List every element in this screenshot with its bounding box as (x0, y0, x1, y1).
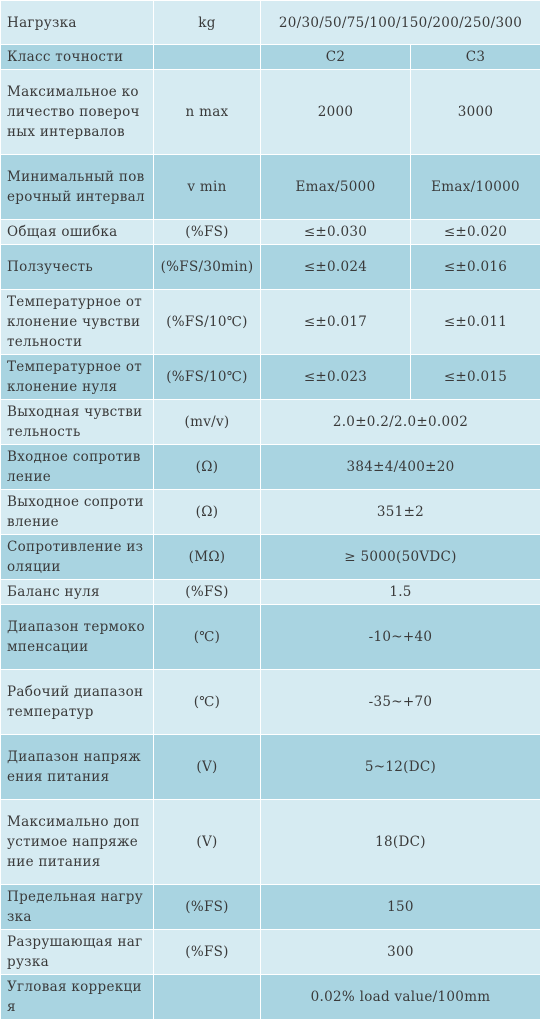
param-value: 351±2 (261, 490, 540, 535)
param-name: Входное сопротивление (1, 445, 154, 490)
table-row: Диапазон напряжения питания (V) 5~12(DC) (1, 735, 540, 800)
param-name: Выходная чувствительность (1, 400, 154, 445)
param-value: 5~12(DC) (261, 735, 540, 800)
table-row: Сопротивление изоляции (MΩ) ≥ 5000(50VDC… (1, 535, 540, 580)
param-name: Угловая коррекция (1, 975, 154, 1020)
param-unit: (℃) (154, 670, 261, 735)
table-row: Максимально допустимое напряжение питани… (1, 800, 540, 885)
param-unit: (V) (154, 735, 261, 800)
table-row: Температурное отклонение чувствительност… (1, 290, 540, 355)
param-unit: (MΩ) (154, 535, 261, 580)
table-row: Рабочий диапазон температур (℃) -35~+70 (1, 670, 540, 735)
table-row: Угловая коррекция 0.02% load value/100mm (1, 975, 540, 1020)
table-row: Предельная нагрузка (%FS) 150 (1, 885, 540, 930)
param-name: Максимальное количество поверочных интер… (1, 70, 154, 155)
param-value: 384±4/400±20 (261, 445, 540, 490)
param-name: Минимальный поверочный интервал (1, 155, 154, 220)
param-unit: (%FS) (154, 885, 261, 930)
table-row: Класс точности C2 C3 (1, 45, 540, 70)
param-name: Предельная нагрузка (1, 885, 154, 930)
param-name: Выходное сопротивление (1, 490, 154, 535)
param-name: Диапазон термокомпенсации (1, 605, 154, 670)
param-value-c2: 2000 (261, 70, 411, 155)
param-unit: (%FS/10℃) (154, 290, 261, 355)
param-value: 150 (261, 885, 540, 930)
param-value-c3: ≤±0.016 (411, 245, 540, 290)
param-value: 1.5 (261, 580, 540, 605)
param-value-c3: C3 (411, 45, 540, 70)
table-row: Максимальное количество поверочных интер… (1, 70, 540, 155)
table-row: Минимальный поверочный интервал v min Em… (1, 155, 540, 220)
param-value: 20/30/50/75/100/150/200/250/300 (261, 1, 540, 45)
param-value-c3: ≤±0.015 (411, 355, 540, 400)
param-unit: (V) (154, 800, 261, 885)
param-name: Рабочий диапазон температур (1, 670, 154, 735)
param-value-c3: ≤±0.011 (411, 290, 540, 355)
param-value-c2: ≤±0.023 (261, 355, 411, 400)
param-name: Нагрузка (1, 1, 154, 45)
param-name: Класс точности (1, 45, 154, 70)
param-name: Ползучесть (1, 245, 154, 290)
param-value-c2: ≤±0.024 (261, 245, 411, 290)
param-unit: (%FS) (154, 580, 261, 605)
param-unit: kg (154, 1, 261, 45)
param-value: 300 (261, 930, 540, 975)
param-name: Баланс нуля (1, 580, 154, 605)
param-value: -10~+40 (261, 605, 540, 670)
table-row: Нагрузка kg 20/30/50/75/100/150/200/250/… (1, 1, 540, 45)
param-unit: n max (154, 70, 261, 155)
param-unit: (%FS/10℃) (154, 355, 261, 400)
table-row: Диапазон термокомпенсации (℃) -10~+40 (1, 605, 540, 670)
param-value-c3: 3000 (411, 70, 540, 155)
param-unit: (%FS/30min) (154, 245, 261, 290)
param-value-c2: ≤±0.017 (261, 290, 411, 355)
param-unit: (mv/v) (154, 400, 261, 445)
param-name: Общая ошибка (1, 220, 154, 245)
param-value-c2: C2 (261, 45, 411, 70)
param-name: Разрушающая нагрузка (1, 930, 154, 975)
param-value-c3: ≤±0.020 (411, 220, 540, 245)
param-value-c2: Emax/5000 (261, 155, 411, 220)
param-unit: (Ω) (154, 490, 261, 535)
param-unit: (Ω) (154, 445, 261, 490)
table-row: Баланс нуля (%FS) 1.5 (1, 580, 540, 605)
param-unit: (%FS) (154, 220, 261, 245)
param-unit: (%FS) (154, 930, 261, 975)
table-row: Температурное отклонение нуля (%FS/10℃) … (1, 355, 540, 400)
param-value: 18(DC) (261, 800, 540, 885)
table-row: Выходная чувствительность (mv/v) 2.0±0.2… (1, 400, 540, 445)
param-value: 2.0±0.2/2.0±0.002 (261, 400, 540, 445)
param-value-c3: Emax/10000 (411, 155, 540, 220)
param-unit: v min (154, 155, 261, 220)
param-unit: (℃) (154, 605, 261, 670)
table-row: Разрушающая нагрузка (%FS) 300 (1, 930, 540, 975)
param-name: Температурное отклонение чувствительност… (1, 290, 154, 355)
table-row: Входное сопротивление (Ω) 384±4/400±20 (1, 445, 540, 490)
table-row: Выходное сопротивление (Ω) 351±2 (1, 490, 540, 535)
param-name: Максимально допустимое напряжение питани… (1, 800, 154, 885)
param-name: Температурное отклонение нуля (1, 355, 154, 400)
table-row: Общая ошибка (%FS) ≤±0.030 ≤±0.020 (1, 220, 540, 245)
param-value-c2: ≤±0.030 (261, 220, 411, 245)
param-name: Сопротивление изоляции (1, 535, 154, 580)
param-value: -35~+70 (261, 670, 540, 735)
param-value: ≥ 5000(50VDC) (261, 535, 540, 580)
param-value: 0.02% load value/100mm (261, 975, 540, 1020)
table-row: Ползучесть (%FS/30min) ≤±0.024 ≤±0.016 (1, 245, 540, 290)
param-name: Диапазон напряжения питания (1, 735, 154, 800)
param-unit (154, 975, 261, 1020)
param-unit (154, 45, 261, 70)
